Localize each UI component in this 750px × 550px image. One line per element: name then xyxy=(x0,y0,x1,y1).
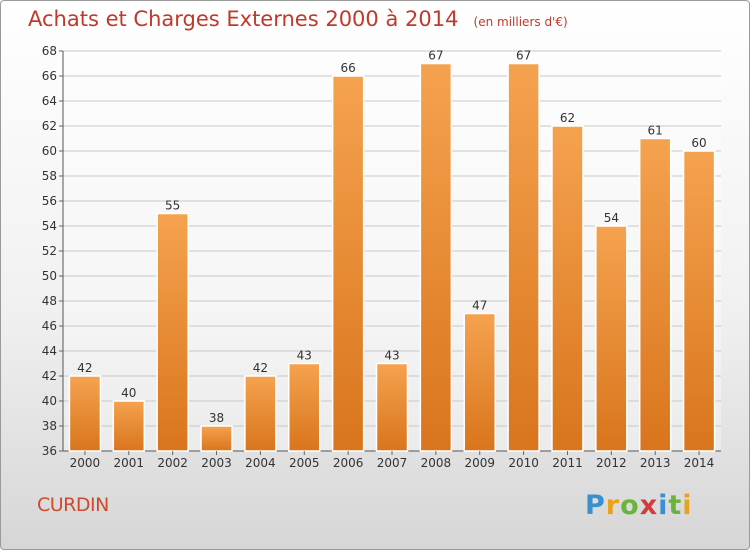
bar-value-label: 55 xyxy=(165,199,180,213)
bar xyxy=(375,362,409,452)
logo-letter: P xyxy=(585,490,606,521)
bar xyxy=(551,125,584,452)
bar xyxy=(419,62,453,452)
y-tick-label: 68 xyxy=(42,44,57,58)
bar-value-label: 66 xyxy=(340,61,355,75)
bar xyxy=(288,362,321,452)
y-tick-label: 52 xyxy=(42,244,57,258)
plot-area: 36 38 40 42 44 46 48 50 52 54 56 58 60 62 64 66 68 42 2000… xyxy=(42,44,721,470)
x-tick-label: 2007 xyxy=(377,456,408,470)
bar xyxy=(331,75,365,452)
bar xyxy=(682,150,716,452)
chart-subtitle: (en milliers d'€) xyxy=(473,15,568,29)
bar-value-label: 67 xyxy=(516,49,531,63)
x-tick-label: 2014 xyxy=(684,456,715,470)
x-tick-label: 2008 xyxy=(421,456,452,470)
proxiti-logo: Proxiti xyxy=(585,490,693,521)
x-tick-label: 2012 xyxy=(596,456,627,470)
x-tick-label: 2000 xyxy=(70,456,101,470)
y-tick-label: 58 xyxy=(42,169,57,183)
bar xyxy=(68,375,102,452)
logo-letter: r xyxy=(605,490,621,521)
x-tick-label: 2003 xyxy=(201,456,232,470)
y-tick-label: 48 xyxy=(42,294,57,308)
x-tick-label: 2009 xyxy=(464,456,495,470)
bar-value-label: 42 xyxy=(253,361,268,375)
logo-letter: x xyxy=(639,490,659,521)
logo-letter: i xyxy=(682,490,693,521)
logo-letter: o xyxy=(620,490,640,521)
y-tick-label: 46 xyxy=(42,319,57,333)
y-tick-label: 36 xyxy=(42,444,57,458)
y-tick-label: 42 xyxy=(42,369,57,383)
bar xyxy=(595,225,628,452)
y-tick-label: 64 xyxy=(42,94,57,108)
logo-letter: t xyxy=(668,490,683,521)
logo-letter: i xyxy=(658,490,669,521)
bar-value-label: 42 xyxy=(77,361,92,375)
bar-value-label: 38 xyxy=(209,411,224,425)
bar-value-label: 67 xyxy=(428,49,443,63)
title-row: Achats et Charges Externes 2000 à 2014 (… xyxy=(28,7,568,31)
y-tick-label: 40 xyxy=(42,394,57,408)
y-tick-label: 56 xyxy=(42,194,57,208)
bar-value-label: 43 xyxy=(297,349,312,363)
x-tick-label: 2005 xyxy=(289,456,320,470)
bar-value-label: 61 xyxy=(648,124,663,138)
y-tick-label: 54 xyxy=(42,219,57,233)
x-tick-label: 2011 xyxy=(552,456,583,470)
y-tick-label: 50 xyxy=(42,269,57,283)
bar-value-label: 54 xyxy=(604,211,619,225)
y-tick-label: 66 xyxy=(42,69,57,83)
y-tick-label: 38 xyxy=(42,419,57,433)
bar xyxy=(463,312,496,452)
bar-value-label: 60 xyxy=(691,136,706,150)
x-tick-label: 2010 xyxy=(508,456,539,470)
bar xyxy=(200,425,233,452)
x-tick-label: 2004 xyxy=(245,456,276,470)
x-tick-label: 2001 xyxy=(114,456,145,470)
bar-value-label: 47 xyxy=(472,299,487,313)
bar-value-label: 62 xyxy=(560,111,575,125)
bar xyxy=(112,400,146,452)
y-tick-label: 62 xyxy=(42,119,57,133)
bar-value-label: 40 xyxy=(121,386,136,400)
y-tick-label: 44 xyxy=(42,344,57,358)
chart-title: Achats et Charges Externes 2000 à 2014 xyxy=(28,7,459,31)
x-tick-label: 2006 xyxy=(333,456,364,470)
bar-value-label: 43 xyxy=(384,349,399,363)
place-name: CURDIN xyxy=(37,494,109,516)
bar xyxy=(507,62,540,452)
y-tick-label: 60 xyxy=(42,144,57,158)
bar xyxy=(156,212,189,452)
bar xyxy=(244,375,277,452)
bar xyxy=(638,137,672,452)
x-tick-label: 2013 xyxy=(640,456,671,470)
x-tick-label: 2002 xyxy=(157,456,188,470)
